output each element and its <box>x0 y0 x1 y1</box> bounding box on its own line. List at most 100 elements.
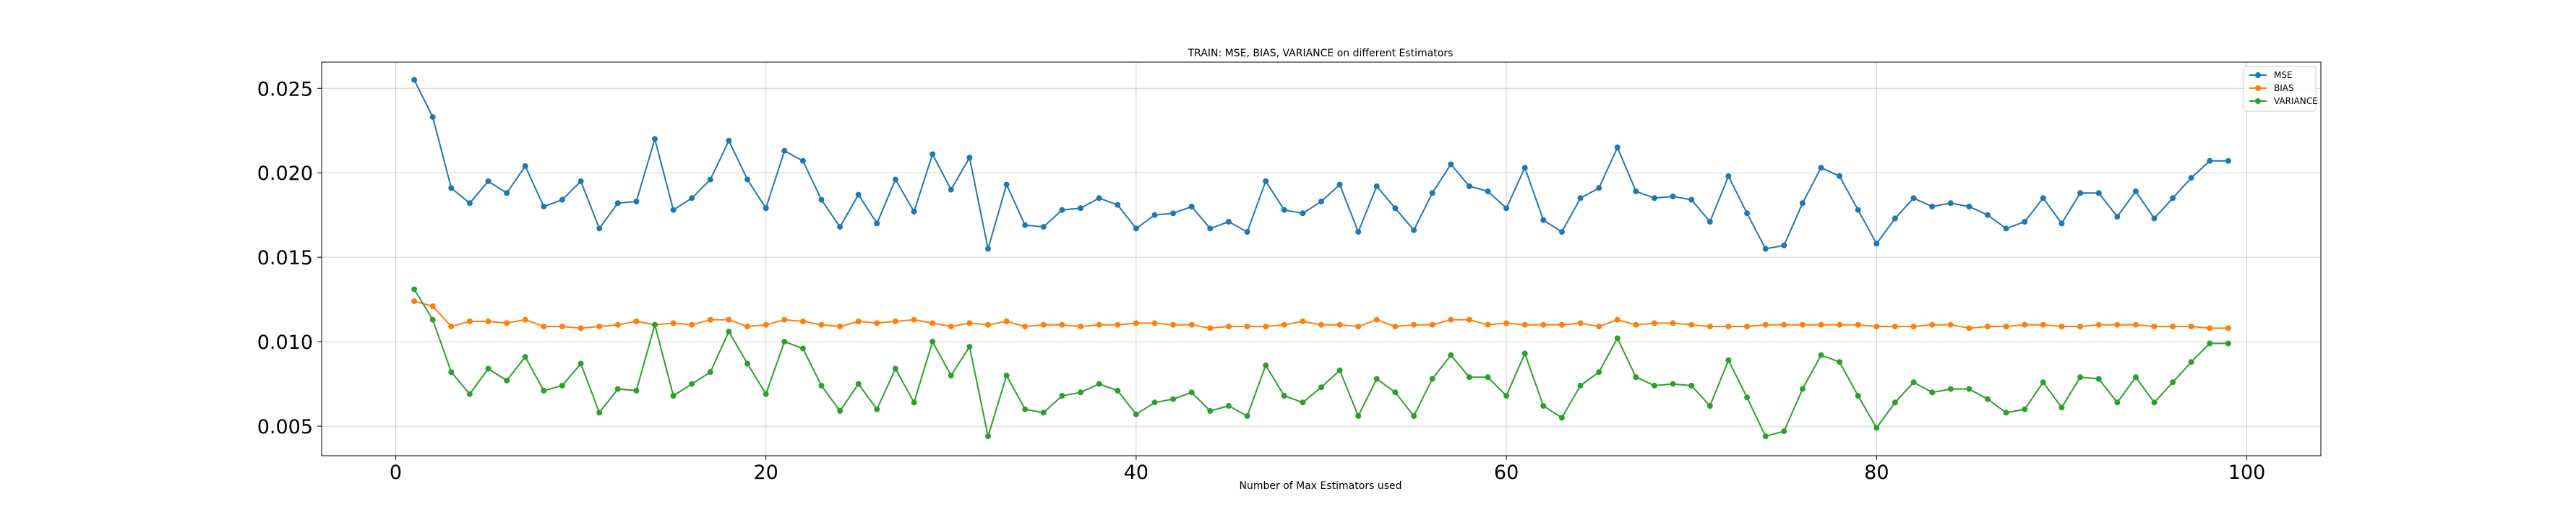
mse-point <box>985 246 991 252</box>
variance-point <box>2077 374 2084 381</box>
variance-point <box>2132 374 2139 381</box>
variance-point <box>559 382 565 389</box>
bias-point <box>522 316 528 323</box>
variance-point <box>689 381 695 387</box>
bias-point <box>1540 321 1547 328</box>
bias-point <box>1059 321 1065 328</box>
variance-point <box>1614 335 1620 342</box>
y-tick-label: 0.020 <box>257 162 313 185</box>
mse-point <box>2003 225 2009 232</box>
mse-point <box>1373 183 1380 189</box>
mse-point <box>1225 219 1232 225</box>
variance-point <box>2170 379 2176 386</box>
mse-point <box>818 196 825 203</box>
mse-point <box>1133 225 1139 232</box>
bias-point <box>596 324 603 330</box>
variance-point <box>1318 384 1324 391</box>
mse-point <box>596 225 603 232</box>
variance-point <box>670 393 677 399</box>
variance-point <box>911 399 917 406</box>
bias-point <box>1096 321 1102 328</box>
bias-point <box>1558 321 1565 328</box>
bias-point <box>1837 321 1843 328</box>
mse-point <box>578 178 584 184</box>
bias-point <box>1762 321 1769 328</box>
mse-point <box>837 224 843 230</box>
mse-point <box>1281 207 1287 213</box>
mse-point <box>2170 195 2176 202</box>
plot-area-frame <box>321 61 2322 456</box>
mse-point <box>1318 199 1324 204</box>
bias-point <box>726 316 732 323</box>
mse-point <box>559 196 565 203</box>
mse-point <box>1762 246 1769 252</box>
bias-point <box>1225 324 1232 330</box>
variance-point <box>1244 413 1250 419</box>
bias-point <box>837 324 843 330</box>
variance-point <box>596 410 603 416</box>
bias-point <box>1022 324 1029 330</box>
mse-point <box>541 204 547 209</box>
mse-point <box>2225 157 2231 164</box>
variance-point <box>1059 393 1065 399</box>
legend-mse-label: MSE <box>2274 70 2293 80</box>
mse-point <box>1558 229 1565 235</box>
bias-point <box>1485 321 1491 328</box>
legend-variance-label: VARIANCE <box>2274 96 2318 106</box>
variance-point <box>1503 393 1510 399</box>
bias-point <box>1614 316 1620 323</box>
variance-point <box>1558 415 1565 421</box>
mse-point <box>1633 188 1639 194</box>
variance-point <box>541 387 547 394</box>
mse-point <box>1078 205 1084 212</box>
mse-point <box>504 190 510 196</box>
mse-point <box>466 200 473 207</box>
mse-point <box>1448 161 1454 168</box>
variance-point <box>1837 359 1843 365</box>
mse-point <box>929 151 936 157</box>
mse-point <box>2188 175 2194 181</box>
variance-point <box>966 344 973 350</box>
bias-point <box>966 320 973 326</box>
bias-point <box>633 318 640 324</box>
bias-point <box>689 321 695 328</box>
bias-point <box>929 320 936 326</box>
mse-point <box>1411 227 1417 233</box>
bias-point <box>781 316 788 323</box>
x-tick-label: 80 <box>1864 462 1889 484</box>
bias-point <box>1966 325 1972 332</box>
mse-point <box>1706 219 1713 225</box>
mse-point <box>1652 195 1657 202</box>
mse-point <box>522 162 528 169</box>
variance-point <box>1762 433 1769 440</box>
bias-point <box>763 321 769 328</box>
y-tick-label: 0.010 <box>257 332 313 354</box>
bias-point <box>1781 321 1787 328</box>
bias-point <box>1318 321 1324 328</box>
variance-point <box>874 406 880 412</box>
mse-point <box>1910 195 1917 202</box>
mse-point <box>1744 210 1751 217</box>
mse-point <box>781 147 788 154</box>
mse-point <box>1614 144 1620 151</box>
mse-point <box>670 207 677 213</box>
variance-point <box>2058 404 2065 411</box>
mse-point <box>726 137 732 144</box>
bias-point <box>1985 324 1991 330</box>
mse-point <box>1577 195 1584 202</box>
bias-point <box>892 318 898 324</box>
mse-point <box>1837 173 1843 179</box>
mse-point <box>1929 204 1936 209</box>
mse-point <box>1151 212 1158 218</box>
mse-point <box>1040 224 1047 230</box>
mse-point <box>1799 200 1806 207</box>
bias-point <box>2170 324 2176 330</box>
variance-point <box>1892 399 1898 406</box>
variance-point <box>633 387 640 394</box>
variance-point <box>1207 408 1214 414</box>
bias-point <box>1151 320 1158 326</box>
mse-point <box>1892 215 1898 222</box>
mse-point <box>2077 190 2084 196</box>
mse-point <box>1170 210 1177 217</box>
